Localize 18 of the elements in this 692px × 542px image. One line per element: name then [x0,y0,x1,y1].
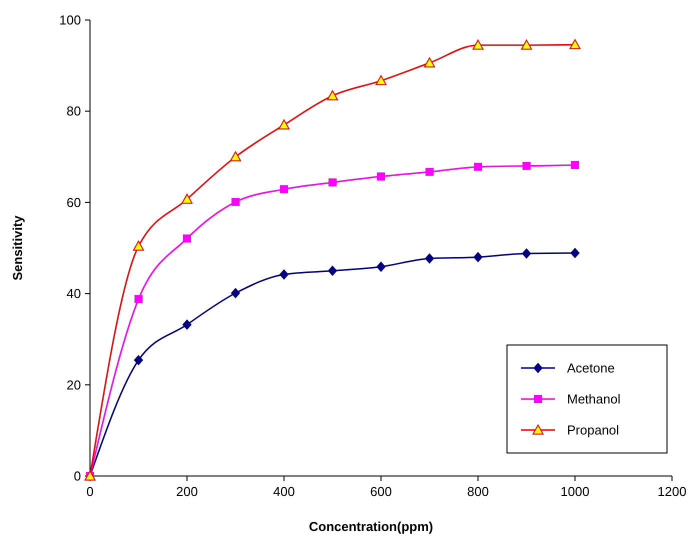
x-tick-label: 1200 [658,484,686,499]
x-tick-label: 400 [273,484,295,499]
y-tick-label: 20 [66,377,81,392]
x-axis-title: Concentration(ppm) [308,519,434,534]
y-tick-label: 40 [66,286,81,302]
x-tick-label: 200 [176,484,198,499]
x-tick-label: 800 [467,484,489,499]
legend-label: Methanol [567,392,621,406]
legend-label: Propanol [567,422,620,438]
y-tick-label: 60 [66,194,81,210]
x-tick-label: 1000 [560,484,590,499]
x-tick-label: 0 [86,484,94,499]
legend-label: Acetone [567,360,615,376]
y-tick-label: 80 [66,104,81,119]
y-tick-label: 0 [74,468,81,484]
y-tick-label: 100 [59,12,81,28]
y-axis-title: Sensitivity [10,214,25,281]
x-tick-label: 600 [370,484,392,499]
